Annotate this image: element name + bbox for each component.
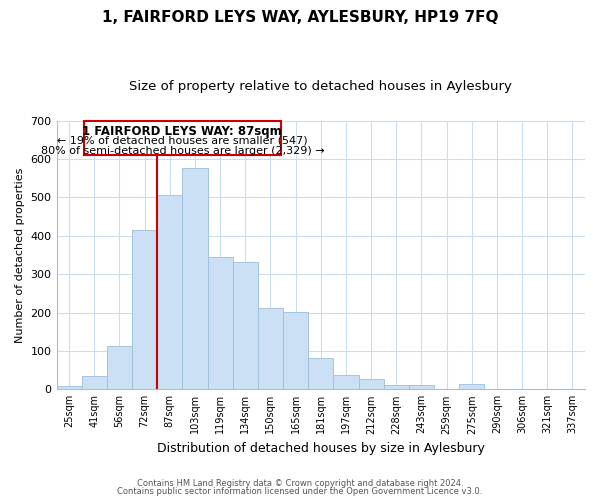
Bar — [258, 308, 283, 390]
Bar — [383, 384, 409, 390]
Bar — [208, 257, 233, 390]
Bar — [560, 388, 585, 390]
Bar — [459, 384, 484, 390]
Bar — [334, 375, 359, 390]
Bar — [359, 380, 383, 390]
Bar — [283, 312, 308, 390]
Text: 80% of semi-detached houses are larger (2,329) →: 80% of semi-detached houses are larger (… — [41, 146, 324, 156]
Bar — [132, 230, 157, 390]
Text: 1 FAIRFORD LEYS WAY: 87sqm: 1 FAIRFORD LEYS WAY: 87sqm — [82, 125, 282, 138]
Title: Size of property relative to detached houses in Aylesbury: Size of property relative to detached ho… — [130, 80, 512, 93]
Text: Contains public sector information licensed under the Open Government Licence v3: Contains public sector information licen… — [118, 487, 482, 496]
Bar — [107, 346, 132, 390]
Text: Contains HM Land Registry data © Crown copyright and database right 2024.: Contains HM Land Registry data © Crown c… — [137, 478, 463, 488]
Bar — [308, 358, 334, 390]
Bar — [409, 384, 434, 390]
Text: 1, FAIRFORD LEYS WAY, AYLESBURY, HP19 7FQ: 1, FAIRFORD LEYS WAY, AYLESBURY, HP19 7F… — [102, 10, 498, 25]
Bar — [82, 376, 107, 390]
Bar — [56, 386, 82, 390]
FancyBboxPatch shape — [84, 122, 281, 155]
Bar — [484, 388, 509, 390]
X-axis label: Distribution of detached houses by size in Aylesbury: Distribution of detached houses by size … — [157, 442, 485, 455]
Bar — [182, 168, 208, 390]
Y-axis label: Number of detached properties: Number of detached properties — [15, 167, 25, 342]
Bar — [233, 262, 258, 390]
Text: ← 19% of detached houses are smaller (547): ← 19% of detached houses are smaller (54… — [57, 136, 308, 145]
Bar — [157, 194, 182, 390]
